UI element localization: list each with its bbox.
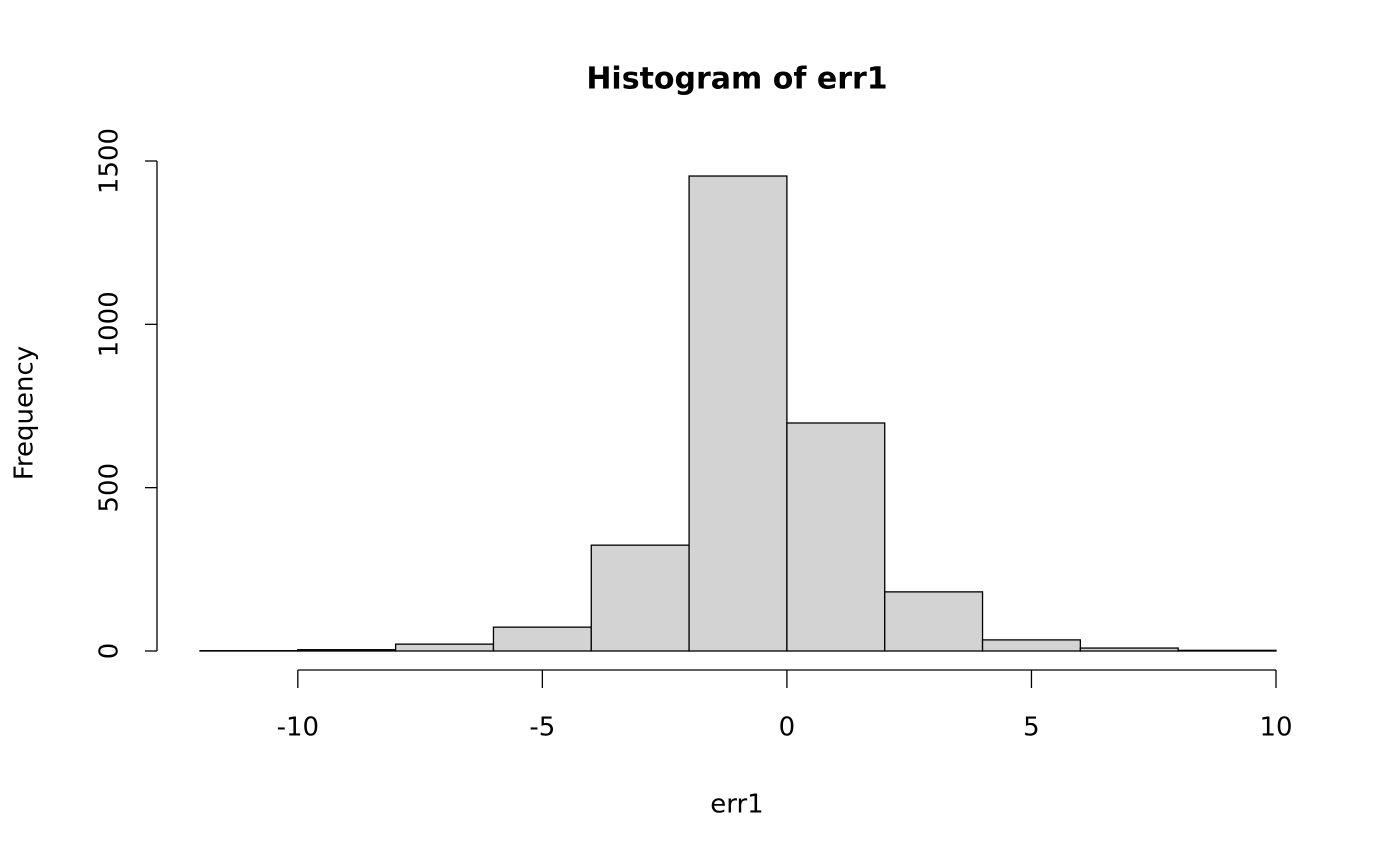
chart-title: Histogram of err1 <box>586 62 887 97</box>
bar <box>981 639 1082 652</box>
y-tick-label: 1500 <box>95 128 125 194</box>
y-axis-label: Frequency <box>10 346 40 480</box>
x-tick-label: -10 <box>277 713 319 743</box>
bar <box>590 544 690 652</box>
x-tick-label: 5 <box>1023 713 1040 743</box>
x-tick-label: 10 <box>1259 713 1292 743</box>
bar <box>492 626 592 652</box>
y-tick-label: 500 <box>95 463 125 513</box>
bar <box>1079 647 1179 652</box>
bar <box>884 591 984 652</box>
bar <box>297 649 397 652</box>
bar <box>1177 649 1277 652</box>
bar <box>394 643 495 652</box>
bar <box>786 422 886 652</box>
x-tick-label: 0 <box>779 713 796 743</box>
x-tick-label: -5 <box>529 713 555 743</box>
x-axis-label: err1 <box>710 790 763 820</box>
bar <box>688 175 788 652</box>
y-tick-label: 1000 <box>95 291 125 357</box>
y-tick-label: 0 <box>95 643 125 660</box>
